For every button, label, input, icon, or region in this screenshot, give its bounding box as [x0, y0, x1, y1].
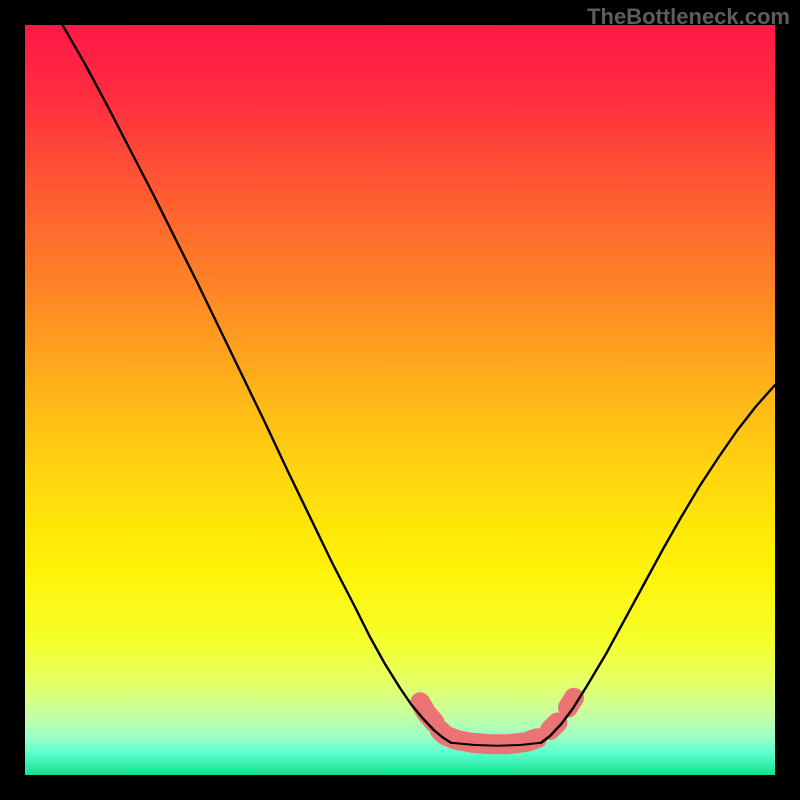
chart-frame: TheBottleneck.com [0, 0, 800, 800]
bottleneck-chart [25, 25, 775, 775]
watermark-text: TheBottleneck.com [587, 4, 790, 30]
gradient-background [25, 25, 775, 775]
